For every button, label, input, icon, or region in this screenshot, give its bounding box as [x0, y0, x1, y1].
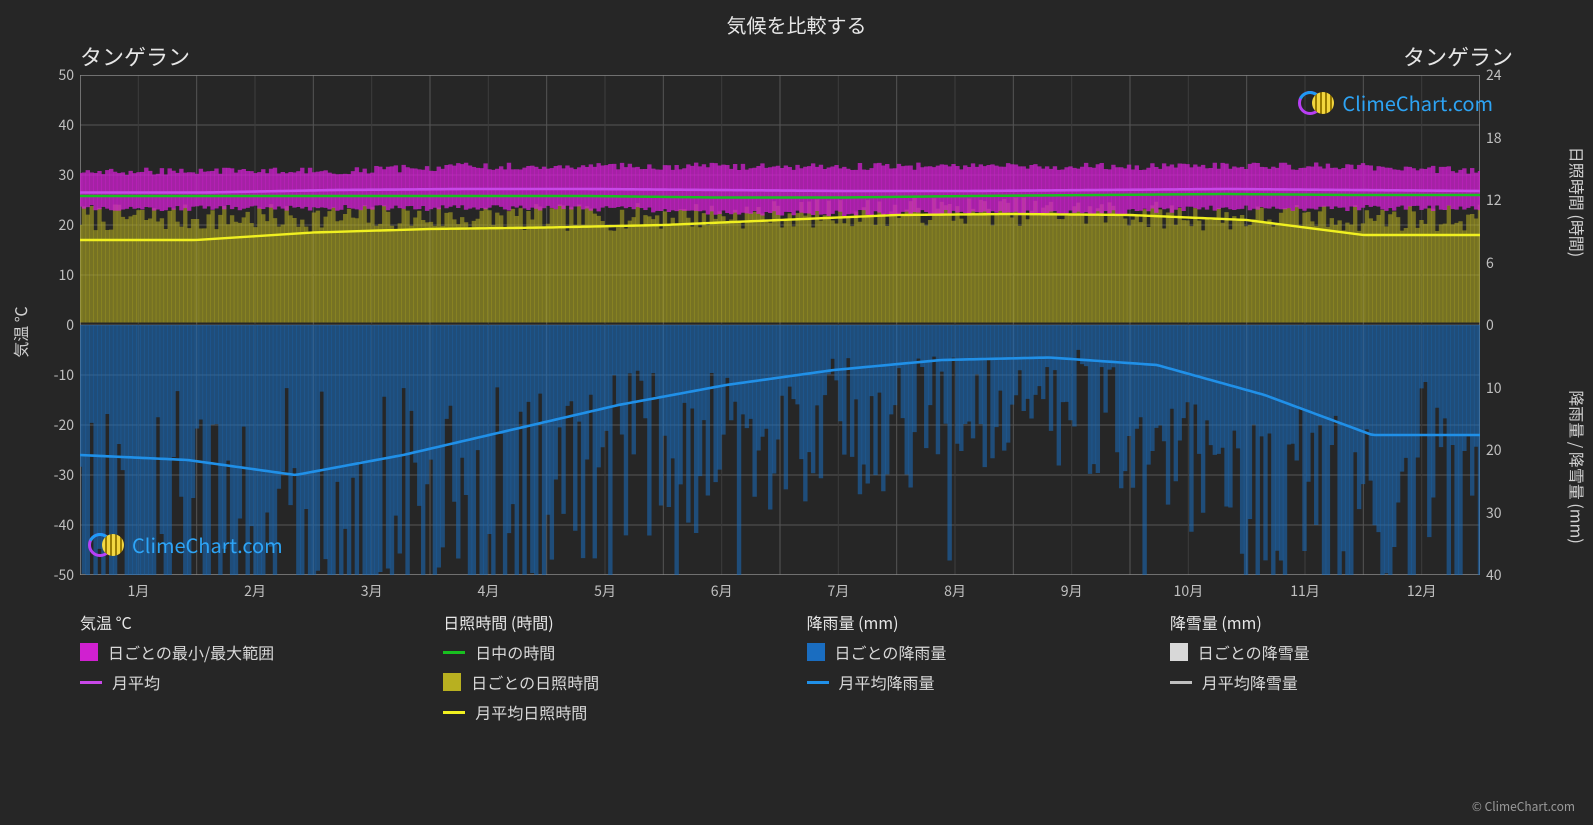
- watermark-text: ClimeChart.com: [1342, 88, 1493, 117]
- swatch-icon: [807, 681, 829, 684]
- watermark-bottom: ClimeChart.com: [88, 530, 283, 559]
- x-tick-month: 8月: [944, 581, 966, 601]
- y-tick-left: 10: [58, 265, 74, 285]
- y-tick-left: 20: [58, 215, 74, 235]
- x-tick-month: 5月: [594, 581, 616, 601]
- swatch-icon: [443, 711, 465, 714]
- y-tick-left: -40: [54, 515, 74, 535]
- legend-item: 月平均降雪量: [1170, 670, 1513, 694]
- x-tick-month: 7月: [827, 581, 849, 601]
- watermark-top: ClimeChart.com: [1298, 88, 1493, 117]
- legend-col-sunshine: 日照時間 (時間) 日中の時間 日ごとの日照時間 月平均日照時間: [443, 610, 786, 730]
- chart-title: 気候を比較する: [0, 10, 1593, 39]
- x-tick-month: 1月: [127, 581, 149, 601]
- x-tick-month: 4月: [477, 581, 499, 601]
- x-tick-month: 11月: [1290, 581, 1320, 601]
- x-tick-month: 2月: [244, 581, 266, 601]
- legend-item: 日中の時間: [443, 640, 786, 664]
- swatch-icon: [443, 651, 465, 654]
- legend: 気温 °C 日ごとの最小/最大範囲 月平均 日照時間 (時間) 日中の時間 日ご…: [80, 610, 1513, 730]
- y-tick-right: 18: [1486, 128, 1502, 148]
- copyright-text: © ClimeChart.com: [1472, 798, 1575, 815]
- climate-chart: 気候を比較する タンゲラン タンゲラン 気温 ℃ 日照時間 (時間) 降雨量 /…: [0, 0, 1593, 825]
- x-tick-month: 9月: [1061, 581, 1083, 601]
- y-tick-left: -30: [54, 465, 74, 485]
- legend-item: 月平均: [80, 670, 423, 694]
- watermark-text: ClimeChart.com: [132, 530, 283, 559]
- y-tick-right: 20: [1486, 440, 1502, 460]
- y-tick-right: 40: [1486, 565, 1502, 585]
- legend-head: 日照時間 (時間): [443, 610, 786, 634]
- swatch-icon: [1170, 681, 1192, 684]
- legend-item: 月平均降雨量: [807, 670, 1150, 694]
- y-tick-right: 0: [1486, 315, 1494, 335]
- y-tick-left: 50: [58, 65, 74, 85]
- y-tick-right: 6: [1486, 253, 1494, 273]
- y-tick-left: 30: [58, 165, 74, 185]
- legend-col-rain: 降雨量 (mm) 日ごとの降雨量 月平均降雨量: [807, 610, 1150, 730]
- legend-head: 気温 °C: [80, 610, 423, 634]
- swatch-icon: [807, 643, 825, 661]
- legend-item: 日ごとの降雪量: [1170, 640, 1513, 664]
- legend-item: 月平均日照時間: [443, 700, 786, 724]
- y-tick-left: -10: [54, 365, 74, 385]
- x-tick-month: 10月: [1174, 581, 1204, 601]
- climechart-logo-icon: [88, 531, 124, 559]
- legend-item: 日ごとの降雨量: [807, 640, 1150, 664]
- x-tick-month: 6月: [711, 581, 733, 601]
- y-tick-left: 0: [66, 315, 74, 335]
- swatch-icon: [80, 681, 102, 684]
- y-axis-left-label: 気温 ℃: [8, 306, 32, 358]
- chart-svg: [80, 75, 1480, 575]
- legend-head: 降雨量 (mm): [807, 610, 1150, 634]
- y-tick-left: -50: [54, 565, 74, 585]
- swatch-icon: [443, 673, 461, 691]
- legend-head: 降雪量 (mm): [1170, 610, 1513, 634]
- swatch-icon: [1170, 643, 1188, 661]
- y-axis-right-bot-label: 降雨量 / 降雪量 (mm): [1565, 390, 1589, 543]
- y-axis-right-top-label: 日照時間 (時間): [1565, 147, 1589, 257]
- climechart-logo-icon: [1298, 89, 1334, 117]
- legend-col-snow: 降雪量 (mm) 日ごとの降雪量 月平均降雪量: [1170, 610, 1513, 730]
- y-tick-right: 24: [1486, 65, 1502, 85]
- legend-item: 日ごとの日照時間: [443, 670, 786, 694]
- y-tick-left: -20: [54, 415, 74, 435]
- y-tick-left: 40: [58, 115, 74, 135]
- y-tick-right: 10: [1486, 378, 1502, 398]
- y-tick-right: 30: [1486, 503, 1502, 523]
- x-tick-month: 12月: [1407, 581, 1437, 601]
- legend-col-temperature: 気温 °C 日ごとの最小/最大範囲 月平均: [80, 610, 423, 730]
- location-left: タンゲラン: [80, 40, 190, 72]
- y-tick-right: 12: [1486, 190, 1502, 210]
- legend-item: 日ごとの最小/最大範囲: [80, 640, 423, 664]
- x-tick-month: 3月: [361, 581, 383, 601]
- plot-area: -50-40-30-20-100102030405006121824102030…: [80, 75, 1480, 575]
- swatch-icon: [80, 643, 98, 661]
